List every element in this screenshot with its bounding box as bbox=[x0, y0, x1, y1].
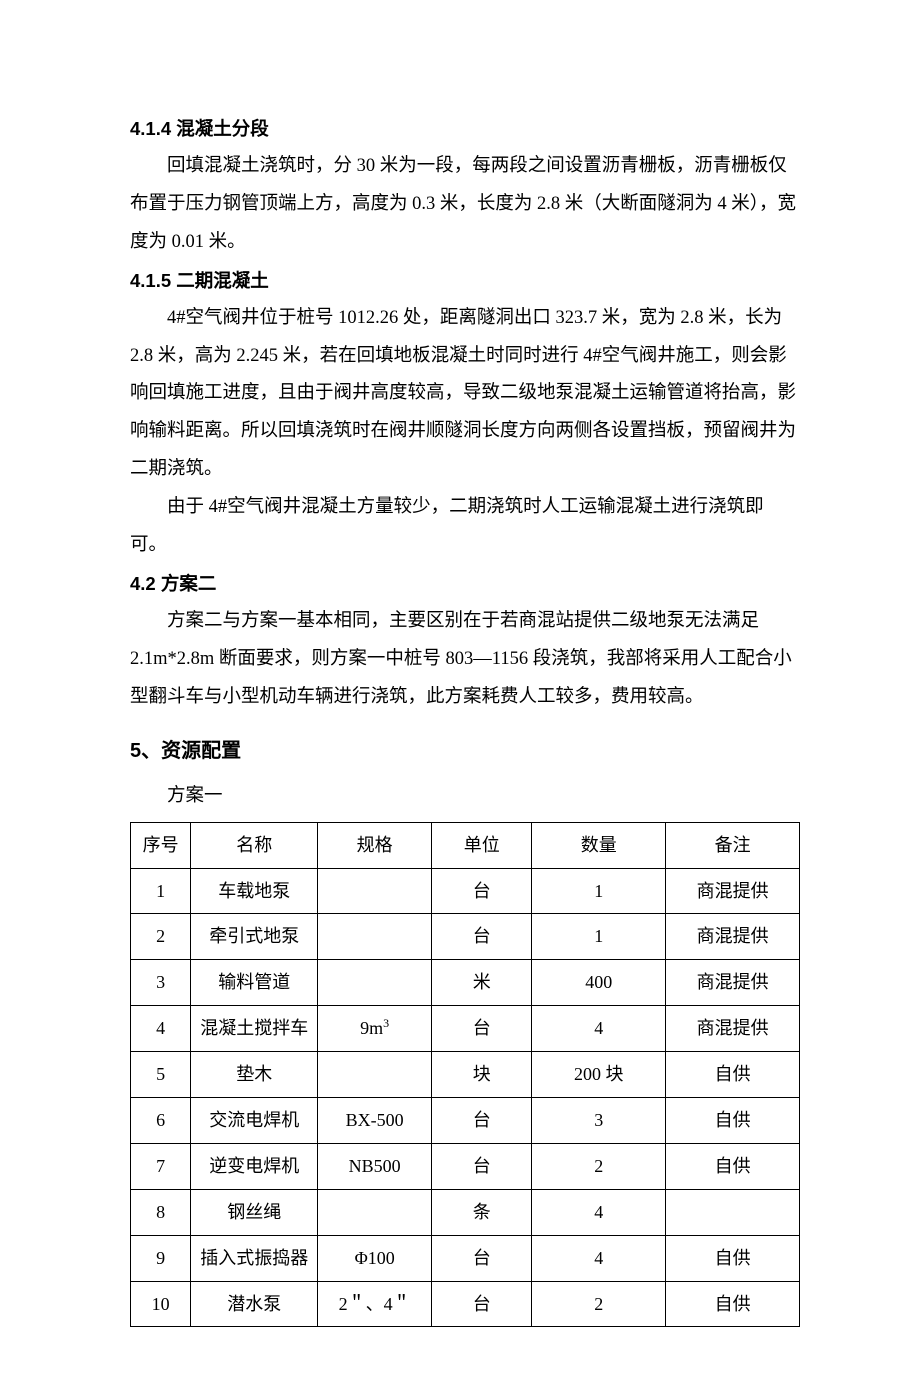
cell-qty: 2 bbox=[532, 1281, 666, 1327]
cell-idx: 4 bbox=[131, 1006, 191, 1052]
table-row: 8钢丝绳 条4 bbox=[131, 1189, 800, 1235]
cell-name: 逆变电焊机 bbox=[191, 1143, 318, 1189]
cell-note: 自供 bbox=[666, 1098, 800, 1144]
cell-name: 输料管道 bbox=[191, 960, 318, 1006]
cell-unit: 台 bbox=[432, 1006, 532, 1052]
cell-unit: 条 bbox=[432, 1189, 532, 1235]
cell-spec: BX-500 bbox=[318, 1098, 432, 1144]
cell-qty: 400 bbox=[532, 960, 666, 1006]
table-row: 1车载地泵台1商混提供 bbox=[131, 868, 800, 914]
table-row: 7逆变电焊机NB500台2自供 bbox=[131, 1143, 800, 1189]
cell-qty: 1 bbox=[532, 868, 666, 914]
cell-name: 垫木 bbox=[191, 1052, 318, 1098]
cell-note: 商混提供 bbox=[666, 914, 800, 960]
cell-qty: 4 bbox=[532, 1235, 666, 1281]
para-42-1: 方案二与方案一基本相同，主要区别在于若商混站提供二级地泵无法满足 2.1m*2.… bbox=[130, 603, 800, 717]
table-row: 2牵引式地泵 台1商混提供 bbox=[131, 914, 800, 960]
cell-qty: 2 bbox=[532, 1143, 666, 1189]
cell-name: 混凝土搅拌车 bbox=[191, 1006, 318, 1052]
table-header-row: 序号 名称 规格 单位 数量 备注 bbox=[131, 822, 800, 868]
cell-note: 自供 bbox=[666, 1235, 800, 1281]
cell-unit: 台 bbox=[432, 1235, 532, 1281]
table-row: 6交流电焊机BX-500台3自供 bbox=[131, 1098, 800, 1144]
col-qty: 数量 bbox=[532, 822, 666, 868]
table-row: 10潜水泵2＂、4＂台2自供 bbox=[131, 1281, 800, 1327]
cell-unit: 米 bbox=[432, 960, 532, 1006]
cell-unit: 块 bbox=[432, 1052, 532, 1098]
cell-spec bbox=[318, 960, 432, 1006]
table-row: 4混凝土搅拌车9m3台4商混提供 bbox=[131, 1006, 800, 1052]
para-415-2: 由于 4#空气阀井混凝土方量较少，二期浇筑时人工运输混凝土进行浇筑即可。 bbox=[130, 489, 800, 565]
cell-name: 潜水泵 bbox=[191, 1281, 318, 1327]
cell-name: 车载地泵 bbox=[191, 868, 318, 914]
col-unit: 单位 bbox=[432, 822, 532, 868]
cell-spec bbox=[318, 1189, 432, 1235]
cell-note: 自供 bbox=[666, 1143, 800, 1189]
cell-spec bbox=[318, 868, 432, 914]
cell-name: 交流电焊机 bbox=[191, 1098, 318, 1144]
document-page: 4.1.4 混凝土分段 回填混凝土浇筑时，分 30 米为一段，每两段之间设置沥青… bbox=[0, 0, 920, 1387]
cell-name: 钢丝绳 bbox=[191, 1189, 318, 1235]
cell-name: 插入式振捣器 bbox=[191, 1235, 318, 1281]
resource-table: 序号 名称 规格 单位 数量 备注 1车载地泵台1商混提供2牵引式地泵台1商混提… bbox=[130, 822, 800, 1328]
col-idx: 序号 bbox=[131, 822, 191, 868]
cell-idx: 7 bbox=[131, 1143, 191, 1189]
para-415-1: 4#空气阀井位于桩号 1012.26 处，距离隧洞出口 323.7 米，宽为 2… bbox=[130, 300, 800, 490]
table-caption-plan1: 方案一 bbox=[130, 778, 800, 816]
cell-unit: 台 bbox=[432, 914, 532, 960]
para-414-1: 回填混凝土浇筑时，分 30 米为一段，每两段之间设置沥青栅板，沥青栅板仅布置于压… bbox=[130, 148, 800, 262]
table-row: 9插入式振捣器Φ100台4自供 bbox=[131, 1235, 800, 1281]
cell-spec: 9m3 bbox=[318, 1006, 432, 1052]
cell-idx: 5 bbox=[131, 1052, 191, 1098]
cell-idx: 6 bbox=[131, 1098, 191, 1144]
cell-unit: 台 bbox=[432, 868, 532, 914]
cell-note: 商混提供 bbox=[666, 1006, 800, 1052]
cell-note: 自供 bbox=[666, 1052, 800, 1098]
cell-note bbox=[666, 1189, 800, 1235]
cell-spec: Φ100 bbox=[318, 1235, 432, 1281]
col-note: 备注 bbox=[666, 822, 800, 868]
cell-spec bbox=[318, 1052, 432, 1098]
heading-4-1-5: 4.1.5 二期混凝土 bbox=[130, 262, 800, 300]
cell-idx: 10 bbox=[131, 1281, 191, 1327]
cell-idx: 1 bbox=[131, 868, 191, 914]
cell-qty: 4 bbox=[532, 1006, 666, 1052]
table-row: 3输料管道 米400商混提供 bbox=[131, 960, 800, 1006]
cell-spec bbox=[318, 914, 432, 960]
cell-idx: 2 bbox=[131, 914, 191, 960]
cell-name: 牵引式地泵 bbox=[191, 914, 318, 960]
cell-unit: 台 bbox=[432, 1098, 532, 1144]
cell-note: 商混提供 bbox=[666, 868, 800, 914]
cell-qty: 200 块 bbox=[532, 1052, 666, 1098]
cell-note: 商混提供 bbox=[666, 960, 800, 1006]
table-row: 5垫木 块200 块自供 bbox=[131, 1052, 800, 1098]
col-spec: 规格 bbox=[318, 822, 432, 868]
cell-idx: 9 bbox=[131, 1235, 191, 1281]
cell-unit: 台 bbox=[432, 1281, 532, 1327]
heading-4-1-4: 4.1.4 混凝土分段 bbox=[130, 110, 800, 148]
cell-note: 自供 bbox=[666, 1281, 800, 1327]
cell-qty: 3 bbox=[532, 1098, 666, 1144]
cell-unit: 台 bbox=[432, 1143, 532, 1189]
cell-qty: 1 bbox=[532, 914, 666, 960]
cell-qty: 4 bbox=[532, 1189, 666, 1235]
cell-spec: NB500 bbox=[318, 1143, 432, 1189]
cell-spec: 2＂、4＂ bbox=[318, 1281, 432, 1327]
heading-5: 5、资源配置 bbox=[130, 731, 800, 772]
heading-4-2: 4.2 方案二 bbox=[130, 565, 800, 603]
cell-idx: 3 bbox=[131, 960, 191, 1006]
col-name: 名称 bbox=[191, 822, 318, 868]
cell-idx: 8 bbox=[131, 1189, 191, 1235]
